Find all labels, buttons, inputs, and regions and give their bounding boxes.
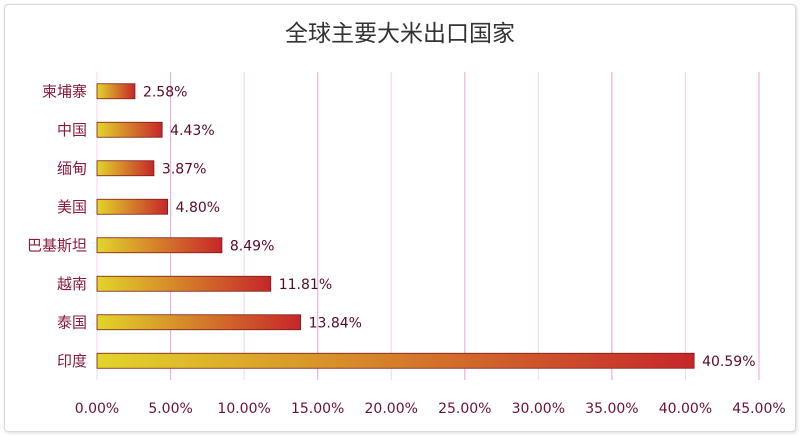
category-label: 缅甸 bbox=[57, 159, 87, 177]
bar bbox=[96, 121, 163, 138]
grid-lines bbox=[96, 72, 760, 380]
x-tick-label: 15.00% bbox=[291, 401, 344, 417]
x-tick-label: 30.00% bbox=[512, 401, 565, 417]
labels: 0.00% 5.00% 10.00% 15.00% 20.00% 25.00% 30.00%… bbox=[27, 82, 786, 417]
x-tick-label: 0.00% bbox=[75, 401, 119, 417]
data-label: 13.84% bbox=[309, 315, 362, 331]
x-tick-label: 35.00% bbox=[585, 401, 638, 417]
data-label: 40.59% bbox=[702, 354, 755, 370]
category-label: 柬埔寨 bbox=[42, 82, 87, 100]
bar bbox=[96, 160, 155, 177]
bar bbox=[96, 198, 169, 215]
data-label: 4.43% bbox=[170, 123, 214, 139]
x-tick-label: 40.00% bbox=[659, 401, 712, 417]
bars bbox=[96, 83, 695, 369]
category-label: 巴基斯坦 bbox=[27, 236, 87, 254]
data-label: 2.58% bbox=[143, 84, 187, 100]
bar bbox=[96, 275, 272, 292]
category-label: 美国 bbox=[57, 198, 87, 216]
bar bbox=[96, 83, 136, 100]
bar bbox=[96, 314, 302, 331]
x-tick-label: 25.00% bbox=[438, 401, 491, 417]
category-label: 印度 bbox=[57, 352, 87, 370]
data-label: 3.87% bbox=[162, 161, 206, 177]
bar bbox=[96, 352, 695, 369]
data-label: 8.49% bbox=[230, 238, 274, 254]
x-tick-label: 45.00% bbox=[732, 401, 785, 417]
x-tick-label: 5.00% bbox=[148, 401, 192, 417]
data-label: 4.80% bbox=[176, 200, 220, 216]
chart-title: 全球主要大米出口国家 bbox=[285, 21, 515, 47]
x-tick-label: 10.00% bbox=[217, 401, 270, 417]
bar bbox=[96, 237, 223, 254]
category-label: 越南 bbox=[57, 275, 87, 293]
x-tick-label: 20.00% bbox=[365, 401, 418, 417]
data-label: 11.81% bbox=[279, 277, 332, 293]
category-label: 中国 bbox=[57, 121, 87, 139]
category-label: 泰国 bbox=[57, 313, 87, 331]
